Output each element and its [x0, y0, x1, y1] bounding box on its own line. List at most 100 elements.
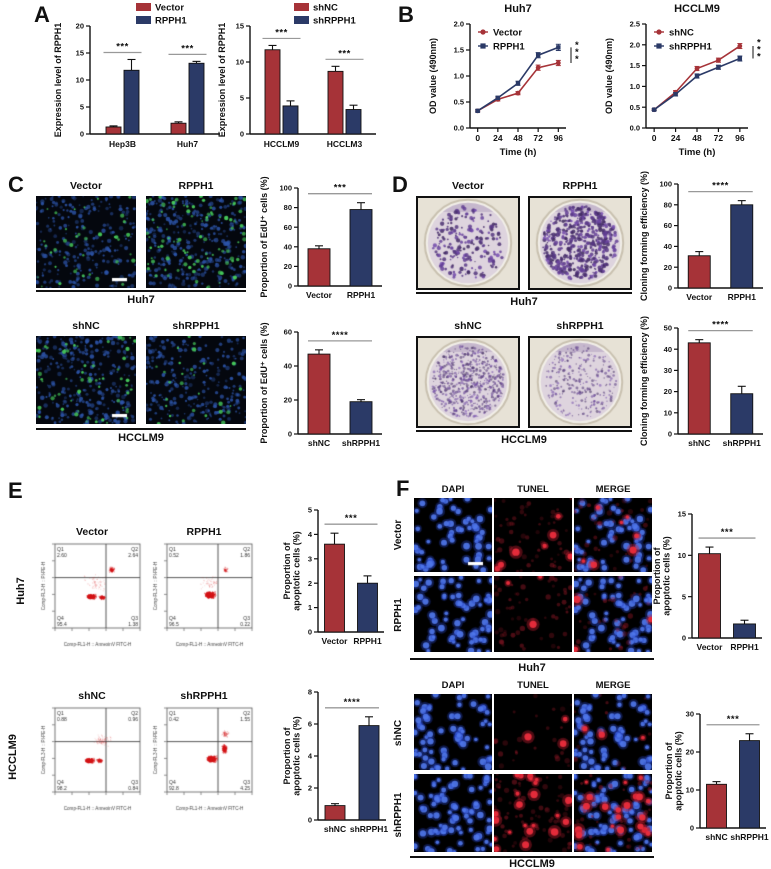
svg-text:***: *** — [334, 183, 347, 194]
panel-a-label: A — [34, 2, 50, 27]
treatment-row-label: Vector — [393, 519, 404, 551]
cell-line-group-label: HCCLM9 — [36, 428, 246, 444]
svg-text:***: *** — [116, 41, 129, 52]
column-header-dapi: DAPI — [441, 680, 465, 691]
tunel-image-merge — [574, 498, 652, 572]
cell-line-group-label: HCCLM9 — [416, 430, 632, 446]
svg-text:Time (h): Time (h) — [679, 147, 716, 158]
svg-text:*: * — [575, 40, 579, 51]
chart-d2-cloning-bar: 0 10 20 30 40 50 Cloning forming efficiency (%… — [639, 316, 763, 448]
svg-text:RPPH1: RPPH1 — [347, 290, 376, 300]
svg-text:40: 40 — [284, 362, 292, 371]
svg-text:RPPH1: RPPH1 — [155, 16, 187, 27]
svg-text:8: 8 — [308, 688, 312, 697]
svg-text:0: 0 — [240, 130, 244, 139]
svg-text:shNC: shNC — [308, 438, 330, 448]
svg-text:apoptotic cells (%): apoptotic cells (%) — [674, 731, 684, 811]
colony-image-title: RPPH1 — [562, 180, 598, 192]
svg-text:RPPH1: RPPH1 — [728, 292, 757, 302]
svg-text:*: * — [757, 37, 761, 48]
edu-microscopy-image — [36, 196, 136, 288]
svg-text:***: *** — [338, 48, 351, 59]
svg-text:Proportion of EdU⁺ cells (%): Proportion of EdU⁺ cells (%) — [259, 176, 269, 297]
svg-text:0.5: 0.5 — [630, 103, 640, 112]
svg-text:24: 24 — [493, 133, 503, 143]
edu-image-title: shNC — [72, 320, 100, 332]
svg-text:shRPPH1: shRPPH1 — [342, 438, 381, 448]
svg-text:Huh7: Huh7 — [504, 3, 532, 15]
svg-text:30: 30 — [664, 366, 672, 375]
tunel-image-tunel — [494, 774, 572, 852]
chart-a2-expression-bar: 0 5 10 15 Expression level of RPPH1 HCCLM9 ***… — [217, 3, 376, 149]
svg-text:***: *** — [275, 27, 288, 38]
edu-image-title: RPPH1 — [178, 180, 214, 192]
svg-text:Proportion of EdU⁺ cells (%): Proportion of EdU⁺ cells (%) — [259, 322, 269, 443]
svg-text:10: 10 — [236, 58, 244, 67]
tunel-image-tunel — [494, 498, 572, 572]
svg-text:80: 80 — [664, 200, 672, 209]
svg-text:0: 0 — [690, 824, 694, 833]
flow-cytometry-plot — [40, 540, 144, 654]
svg-text:30: 30 — [686, 710, 694, 719]
tunel-image-dapi — [414, 694, 492, 770]
flow-plot-title: shRPPH1 — [180, 690, 228, 702]
tunel-image-dapi — [414, 774, 492, 852]
edu-microscopy-image — [146, 336, 246, 424]
svg-text:RPPH1: RPPH1 — [353, 636, 382, 646]
svg-text:4: 4 — [308, 530, 313, 539]
chart-c1-edu-bar: 0 20 40 60 80 100 Proportion of EdU⁺ cells (%)… — [259, 176, 382, 300]
chart-e2-apoptosis-bar: 0 2 4 6 8 Proportion of apoptotic cells (%) shN… — [282, 688, 389, 834]
svg-text:Cloning forming efficiency (%): Cloning forming efficiency (%) — [639, 171, 649, 301]
svg-text:0: 0 — [80, 130, 84, 139]
svg-text:apoptotic cells (%): apoptotic cells (%) — [292, 531, 302, 611]
svg-text:***: *** — [181, 43, 194, 54]
svg-text:80: 80 — [284, 203, 292, 212]
svg-text:10: 10 — [664, 408, 672, 417]
svg-text:shRPPH1: shRPPH1 — [350, 824, 389, 834]
colony-image-title: shNC — [454, 320, 482, 332]
colony-image-title: Vector — [451, 180, 485, 192]
svg-text:1.0: 1.0 — [454, 72, 464, 81]
svg-text:0: 0 — [288, 430, 292, 439]
svg-text:60: 60 — [284, 328, 292, 337]
svg-text:48: 48 — [513, 133, 523, 143]
tunel-image-merge — [574, 694, 652, 770]
svg-text:shNC: shNC — [669, 28, 694, 39]
svg-text:Vector: Vector — [493, 28, 522, 39]
svg-text:20: 20 — [664, 387, 672, 396]
svg-text:2: 2 — [308, 784, 312, 793]
svg-text:0.0: 0.0 — [454, 124, 464, 133]
svg-text:****: **** — [712, 181, 729, 192]
chart-f2-apoptosis-bar: 0 10 20 30 Proportion of apoptotic cells (%) s… — [664, 710, 769, 842]
svg-text:2.0: 2.0 — [454, 20, 464, 29]
flow-plot-title: Vector — [75, 526, 109, 538]
svg-text:15: 15 — [236, 22, 244, 31]
svg-text:20: 20 — [284, 396, 292, 405]
svg-text:96: 96 — [554, 133, 564, 143]
chart-c2-edu-bar: 0 20 40 60 Proportion of EdU⁺ cells (%) shNC s… — [259, 322, 382, 448]
svg-text:10: 10 — [678, 551, 686, 560]
svg-text:50: 50 — [664, 324, 672, 333]
svg-text:RPPH1: RPPH1 — [493, 42, 525, 53]
svg-text:Huh7: Huh7 — [177, 139, 199, 149]
treatment-row-label: RPPH1 — [393, 598, 404, 632]
svg-text:40: 40 — [664, 242, 672, 251]
svg-text:0.0: 0.0 — [630, 124, 640, 133]
svg-text:6: 6 — [308, 720, 312, 729]
cell-line-group-label: Huh7 — [36, 290, 246, 306]
svg-text:Cloning forming efficiency (%): Cloning forming efficiency (%) — [639, 316, 649, 446]
svg-text:4: 4 — [308, 752, 313, 761]
svg-text:****: **** — [332, 330, 349, 341]
svg-text:HCCLM9: HCCLM9 — [264, 139, 300, 149]
flow-plot-title: shNC — [78, 690, 106, 702]
treatment-row-label: shNC — [393, 719, 404, 747]
svg-text:0: 0 — [668, 284, 672, 293]
svg-text:shNC: shNC — [705, 832, 727, 842]
column-header-merge: MERGE — [595, 680, 631, 691]
svg-text:20: 20 — [664, 263, 672, 272]
svg-text:0: 0 — [288, 282, 292, 291]
edu-image-title: shRPPH1 — [172, 320, 220, 332]
svg-text:Proportion of: Proportion of — [664, 742, 674, 800]
panel-f-label: F — [396, 476, 410, 501]
